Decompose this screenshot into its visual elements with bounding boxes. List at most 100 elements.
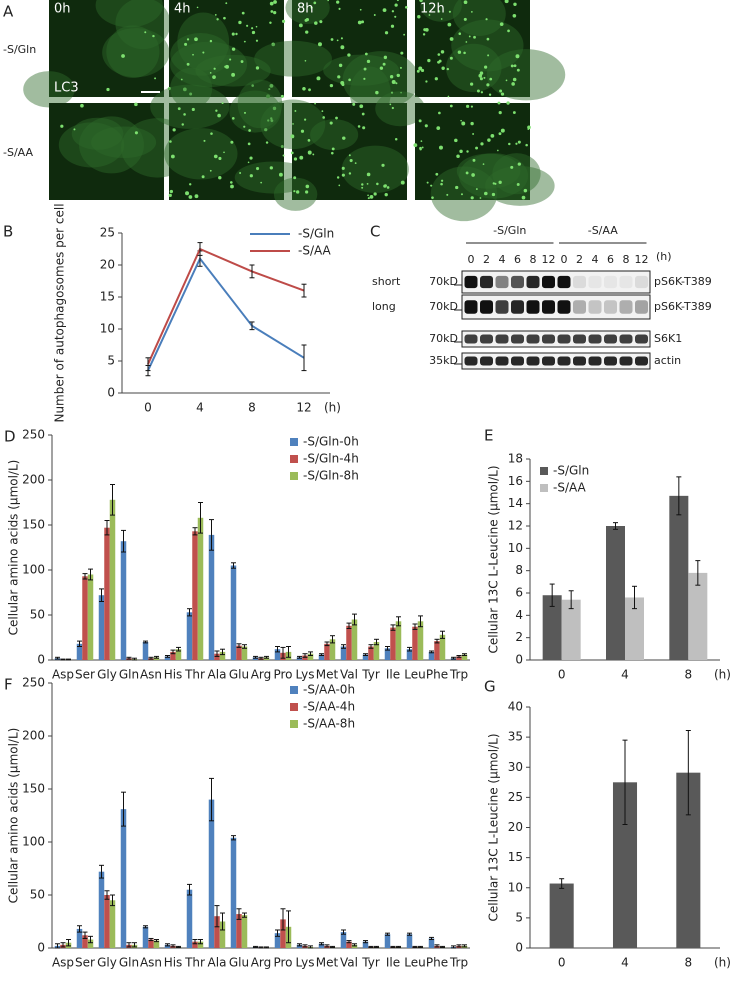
puncta (167, 86, 171, 91)
puncta (438, 145, 443, 150)
bar (186, 612, 193, 660)
puncta (361, 183, 364, 186)
time-label: 8h (297, 2, 314, 17)
blot (461, 330, 651, 348)
bar (186, 889, 193, 948)
bar (340, 932, 347, 948)
puncta (486, 37, 490, 41)
x-tick-label: 0 (558, 668, 566, 682)
puncta (305, 190, 309, 194)
puncta (181, 123, 184, 126)
y-tick-label: 6 (515, 586, 523, 600)
band (526, 275, 540, 289)
puncta (367, 197, 370, 200)
micrograph (169, 103, 284, 200)
puncta (484, 65, 488, 69)
puncta (366, 59, 371, 64)
band (573, 275, 586, 289)
exposure-label: short (372, 275, 401, 288)
y-tick-label: 10 (100, 322, 115, 336)
y-tick-label: 250 (22, 676, 45, 690)
puncta (421, 146, 424, 149)
x-tick-label: Asp (52, 668, 74, 682)
x-tick-label: Asn (140, 956, 162, 970)
group-label: -S/Gln (493, 224, 526, 237)
puncta (389, 75, 394, 79)
cell (237, 79, 283, 129)
panel-label: F (4, 676, 13, 694)
puncta (298, 23, 303, 28)
puncta (479, 77, 483, 81)
puncta (172, 128, 176, 132)
puncta (459, 149, 463, 154)
bar (241, 646, 248, 660)
puncta (516, 183, 520, 186)
puncta (152, 34, 155, 38)
puncta (449, 104, 453, 108)
puncta (507, 29, 510, 33)
puncta (251, 84, 254, 87)
band (619, 356, 633, 366)
protein-label: S6K1 (654, 332, 682, 345)
x-tick-label: Met (316, 956, 339, 970)
puncta (201, 175, 205, 179)
bar (346, 625, 352, 660)
puncta (498, 180, 502, 184)
x-tick-label: Pro (273, 668, 292, 682)
y-tick-label: 8 (515, 563, 523, 577)
puncta (420, 140, 423, 142)
bar (428, 651, 435, 660)
panel-label: G (484, 678, 496, 696)
x-tick-label: Thr (184, 668, 205, 682)
x-tick-label: 4 (621, 668, 629, 682)
bar (280, 919, 286, 948)
puncta (313, 1, 317, 5)
puncta (217, 113, 221, 118)
puncta (223, 151, 225, 154)
band (588, 275, 602, 289)
bar (219, 651, 226, 660)
cell (342, 51, 420, 109)
puncta (225, 64, 229, 69)
puncta (231, 117, 235, 120)
legend-label: -S/AA (553, 481, 587, 495)
band (573, 356, 586, 366)
mw-label: 70kD (429, 275, 458, 288)
x-tick-label: 8 (248, 401, 256, 415)
puncta (510, 64, 514, 68)
puncta (437, 10, 441, 13)
cell (310, 119, 359, 151)
puncta (354, 162, 357, 164)
bar (561, 599, 581, 660)
puncta (292, 123, 294, 125)
micrograph (49, 103, 164, 200)
puncta (225, 2, 228, 5)
bar (324, 643, 330, 660)
x-tick-label: Leu (404, 668, 425, 682)
x-tick-label: Glu (229, 956, 249, 970)
cell (492, 153, 541, 195)
puncta (458, 32, 462, 35)
puncta (466, 150, 469, 153)
puncta (384, 31, 389, 35)
mw-label: 70kD (429, 332, 458, 345)
x-tick-label: 4 (196, 401, 204, 415)
bar (104, 895, 110, 948)
puncta (510, 165, 514, 169)
x-tick-label: Ser (75, 668, 95, 682)
x-tick-label: Ser (75, 956, 95, 970)
panel-label: D (4, 428, 16, 446)
puncta (256, 166, 260, 171)
puncta (338, 63, 343, 68)
puncta (73, 128, 76, 131)
puncta (194, 37, 198, 42)
puncta (363, 67, 367, 71)
y-tick-label: 10 (508, 880, 523, 894)
puncta (435, 172, 439, 176)
puncta (434, 77, 438, 81)
puncta (80, 103, 84, 108)
bar (192, 941, 198, 948)
puncta (363, 77, 366, 80)
puncta (391, 79, 396, 84)
puncta (282, 154, 285, 157)
